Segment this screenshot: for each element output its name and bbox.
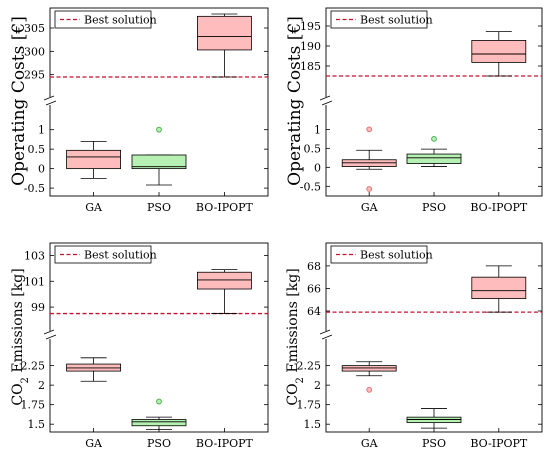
legend-box xyxy=(330,245,428,264)
x-tick-label: PSO xyxy=(422,201,446,214)
y-axis-label: CO2 Emissions [kg] xyxy=(10,268,31,405)
x-tick-label: BO-IPOPT xyxy=(470,437,528,450)
y-axis-label: Operating Costs [€] xyxy=(285,16,305,186)
y-tick-label: 295 xyxy=(24,69,45,82)
chart-panel-operating-costs-1: Operating Costs [€] 295 300 305 -0.5 0 0.5 1 GA… xyxy=(9,7,269,214)
axis-break-mask xyxy=(44,97,56,105)
x-tick-label: PSO xyxy=(147,437,171,450)
y-tick-label: 185 xyxy=(300,60,321,73)
axis-break-mark xyxy=(43,329,55,335)
y-tick-label: 1.5 xyxy=(304,418,322,431)
outlier-point xyxy=(156,126,162,133)
axis-break-mask xyxy=(44,331,56,339)
y-tick-label: 1 xyxy=(314,123,321,136)
box-ga xyxy=(66,357,121,382)
y-tick-label: 190 xyxy=(300,40,321,53)
legend: Best solution xyxy=(330,245,433,264)
legend-label: Best solution xyxy=(360,14,433,27)
legend: Best solution xyxy=(54,245,157,264)
box-bo-ipopt xyxy=(196,269,252,314)
outlier-point xyxy=(366,186,373,192)
y-tick-label: 0.5 xyxy=(28,143,46,156)
y-tick-label: 305 xyxy=(24,22,45,35)
box-pso xyxy=(131,126,187,186)
x-tick-label: BO-IPOPT xyxy=(196,437,254,450)
y-tick-label: 101 xyxy=(24,275,45,288)
y-tick-label: 195 xyxy=(300,20,321,33)
y-tick-label: 2 xyxy=(38,379,45,392)
chart-panel-co2-emissions-2: CO2 Emissions [kg] 64 66 68 1.5 1.75 2 2.25 GA P… xyxy=(285,242,543,450)
legend-box xyxy=(54,10,152,29)
y-tick-label: 103 xyxy=(24,249,45,262)
y-tick-label: -0.5 xyxy=(24,182,45,195)
x-tick-label: PSO xyxy=(422,437,446,450)
box-bo-ipopt xyxy=(196,13,252,78)
y-tick-label: 1 xyxy=(38,124,45,137)
box-pso xyxy=(406,135,462,167)
outlier-point xyxy=(366,386,373,393)
x-tick-label: BO-IPOPT xyxy=(470,201,528,214)
axis-break-mark xyxy=(321,100,333,106)
legend-label: Best solution xyxy=(360,249,433,262)
y-axis-label: CO2 Emissions [kg] xyxy=(285,268,306,405)
box-iqr xyxy=(406,153,462,164)
box-iqr xyxy=(131,154,187,170)
outlier-point xyxy=(156,398,162,405)
x-tick-label: GA xyxy=(85,201,103,214)
axis-break-mark xyxy=(319,95,331,101)
y-tick-label: 66 xyxy=(307,282,321,295)
axis-break-mask xyxy=(320,97,332,105)
chart-panel-operating-costs-2: Operating Costs [€] 185 190 195 -0.5 0 0.5 1 GA… xyxy=(285,7,543,214)
axis-break-mark xyxy=(45,100,57,106)
y-tick-label: 0 xyxy=(314,161,321,174)
axis-break-mark xyxy=(319,329,331,335)
box-iqr xyxy=(196,271,252,290)
box-iqr xyxy=(131,419,187,427)
x-tick-label: BO-IPOPT xyxy=(196,201,254,214)
box-bo-ipopt xyxy=(471,31,527,77)
legend: Best solution xyxy=(330,10,433,29)
y-tick-label: 0 xyxy=(38,163,45,176)
box-iqr xyxy=(66,149,121,170)
x-tick-label: GA xyxy=(85,437,103,450)
chart-panel-co2-emissions-1: CO2 Emissions [kg] 99 101 103 1.5 1.75 2 2.25 G… xyxy=(10,242,269,450)
outlier-point xyxy=(431,135,437,142)
axis-break-mask xyxy=(320,331,332,339)
y-tick-label: 2.25 xyxy=(21,360,46,373)
y-tick-label: 68 xyxy=(307,260,321,273)
y-tick-label: 300 xyxy=(24,45,45,58)
box-ga xyxy=(341,361,397,393)
outlier-point xyxy=(366,126,373,133)
box-iqr xyxy=(471,276,527,299)
box-iqr xyxy=(196,15,252,51)
legend-box xyxy=(54,245,152,264)
legend: Best solution xyxy=(54,10,157,29)
y-tick-label: 1.75 xyxy=(297,399,322,412)
y-tick-label: 2.25 xyxy=(297,360,322,373)
axis-break-mark xyxy=(45,334,57,340)
y-tick-label: 2 xyxy=(314,379,321,392)
legend-label: Best solution xyxy=(84,14,157,27)
axis-break-mark xyxy=(321,334,333,340)
y-tick-label: 99 xyxy=(31,301,45,314)
x-tick-label: GA xyxy=(361,201,379,214)
legend-label: Best solution xyxy=(84,249,157,262)
y-tick-label: -0.5 xyxy=(300,180,321,193)
legend-box xyxy=(330,10,428,29)
y-tick-label: 64 xyxy=(307,305,321,318)
y-tick-label: 0.5 xyxy=(304,142,322,155)
y-tick-label: 1.5 xyxy=(28,418,46,431)
axis-break-mark xyxy=(43,95,55,101)
x-tick-label: GA xyxy=(361,437,379,450)
box-ga xyxy=(341,126,397,192)
box-ga xyxy=(66,140,121,179)
box-bo-ipopt xyxy=(471,265,527,313)
x-tick-label: PSO xyxy=(147,201,171,214)
y-tick-label: 1.75 xyxy=(21,399,46,412)
box-iqr xyxy=(471,40,527,63)
y-axis-label: Operating Costs [€] xyxy=(9,16,29,186)
